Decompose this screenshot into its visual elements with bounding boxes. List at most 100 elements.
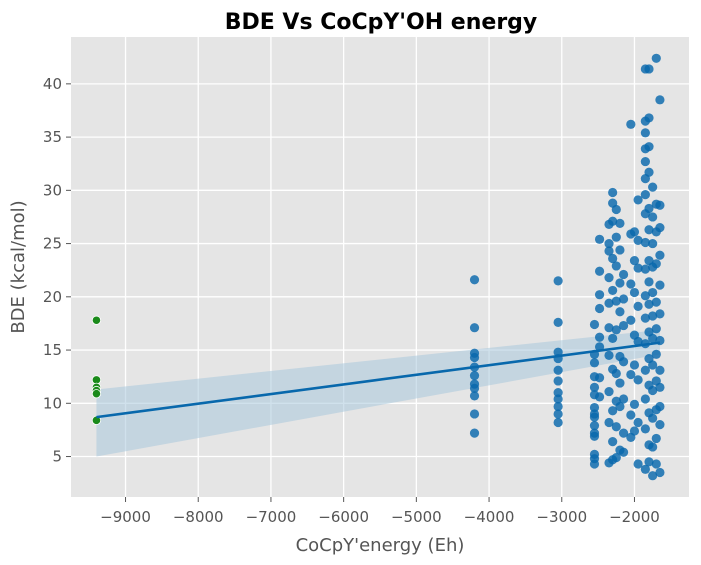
x-tick-label: −2000 <box>609 508 660 526</box>
data-point <box>629 360 640 370</box>
data-point <box>640 128 650 138</box>
x-tick-labels: −9000 −8000 −7000 −6000 −5000 −4000 −3000 −2000 <box>100 497 660 526</box>
data-point <box>648 311 658 321</box>
y-tick-labels: 5 10 15 20 25 30 35 40 <box>43 75 71 466</box>
data-point <box>651 259 661 269</box>
data-point <box>469 428 480 438</box>
outlier-point <box>91 315 102 325</box>
data-point <box>604 350 614 360</box>
data-point <box>469 409 480 419</box>
data-point <box>589 319 600 330</box>
data-point <box>611 204 621 215</box>
data-point <box>644 277 654 287</box>
data-point <box>589 358 600 368</box>
data-point <box>615 278 625 288</box>
x-tick-label: −9000 <box>100 508 151 526</box>
data-point <box>629 287 640 298</box>
data-point <box>633 336 643 347</box>
data-point <box>608 253 618 264</box>
data-point <box>640 424 650 434</box>
data-point <box>553 401 563 412</box>
data-point <box>629 399 640 409</box>
data-point <box>469 352 480 363</box>
data-point <box>644 167 654 177</box>
data-point <box>594 373 605 383</box>
data-point <box>651 349 661 359</box>
data-point <box>615 218 625 228</box>
data-point <box>655 467 665 478</box>
data-point <box>655 365 665 375</box>
data-point <box>618 447 629 457</box>
data-point <box>655 95 665 105</box>
data-point <box>618 320 629 331</box>
data-point <box>648 413 658 423</box>
data-point <box>553 417 563 428</box>
data-point <box>648 287 658 298</box>
data-point <box>553 376 563 386</box>
data-point <box>648 238 658 249</box>
data-point <box>469 275 480 285</box>
data-point <box>618 428 629 438</box>
y-tick-label: 20 <box>43 288 62 306</box>
data-point <box>648 182 658 192</box>
data-point <box>651 459 661 469</box>
data-point <box>611 368 621 379</box>
data-point <box>644 64 654 74</box>
data-point <box>629 426 640 436</box>
data-point <box>589 412 600 422</box>
data-point <box>594 234 605 244</box>
data-point <box>655 419 665 430</box>
data-point <box>640 189 650 200</box>
data-point <box>648 333 658 343</box>
y-axis-label: BDE (kcal/mol) <box>8 200 29 333</box>
data-point <box>640 464 650 474</box>
data-point <box>553 394 563 404</box>
data-point <box>644 457 654 467</box>
data-point <box>589 402 600 413</box>
data-point <box>618 357 629 367</box>
data-point <box>469 371 480 381</box>
y-tick-label: 25 <box>43 235 62 253</box>
data-point <box>640 264 650 274</box>
data-point <box>626 119 636 129</box>
data-point <box>655 250 665 260</box>
data-point <box>615 245 625 255</box>
data-point <box>604 273 614 283</box>
data-point <box>469 383 480 393</box>
y-tick-label: 15 <box>43 341 62 359</box>
data-point <box>604 386 614 397</box>
data-point <box>629 227 640 237</box>
data-point <box>648 471 658 481</box>
data-point <box>611 453 621 463</box>
data-point <box>604 246 614 256</box>
data-point <box>594 392 605 402</box>
data-point <box>644 225 654 235</box>
data-point <box>626 279 636 289</box>
data-point <box>608 216 618 226</box>
data-point <box>611 261 621 271</box>
data-point <box>633 195 643 205</box>
main-series-points <box>469 53 665 481</box>
outlier-series-points <box>91 315 102 425</box>
data-point <box>626 369 636 380</box>
x-axis-label: CoCpY'energy (Eh) <box>296 535 465 556</box>
data-point <box>589 421 600 431</box>
data-point <box>553 388 563 398</box>
data-point <box>640 313 650 323</box>
data-point <box>629 256 640 266</box>
y-tick-label: 10 <box>43 394 62 412</box>
data-point <box>644 203 654 214</box>
data-point <box>640 394 650 404</box>
data-point <box>611 296 621 306</box>
x-tick-label: −4000 <box>464 508 515 526</box>
data-point <box>553 409 563 419</box>
x-tick-label: −5000 <box>391 508 442 526</box>
data-point <box>589 382 600 392</box>
data-point <box>655 382 665 392</box>
data-point <box>608 285 618 296</box>
data-point <box>608 406 618 416</box>
data-point <box>655 401 665 412</box>
regression-line-group <box>96 341 661 419</box>
data-point <box>644 142 654 152</box>
data-point <box>594 332 605 342</box>
